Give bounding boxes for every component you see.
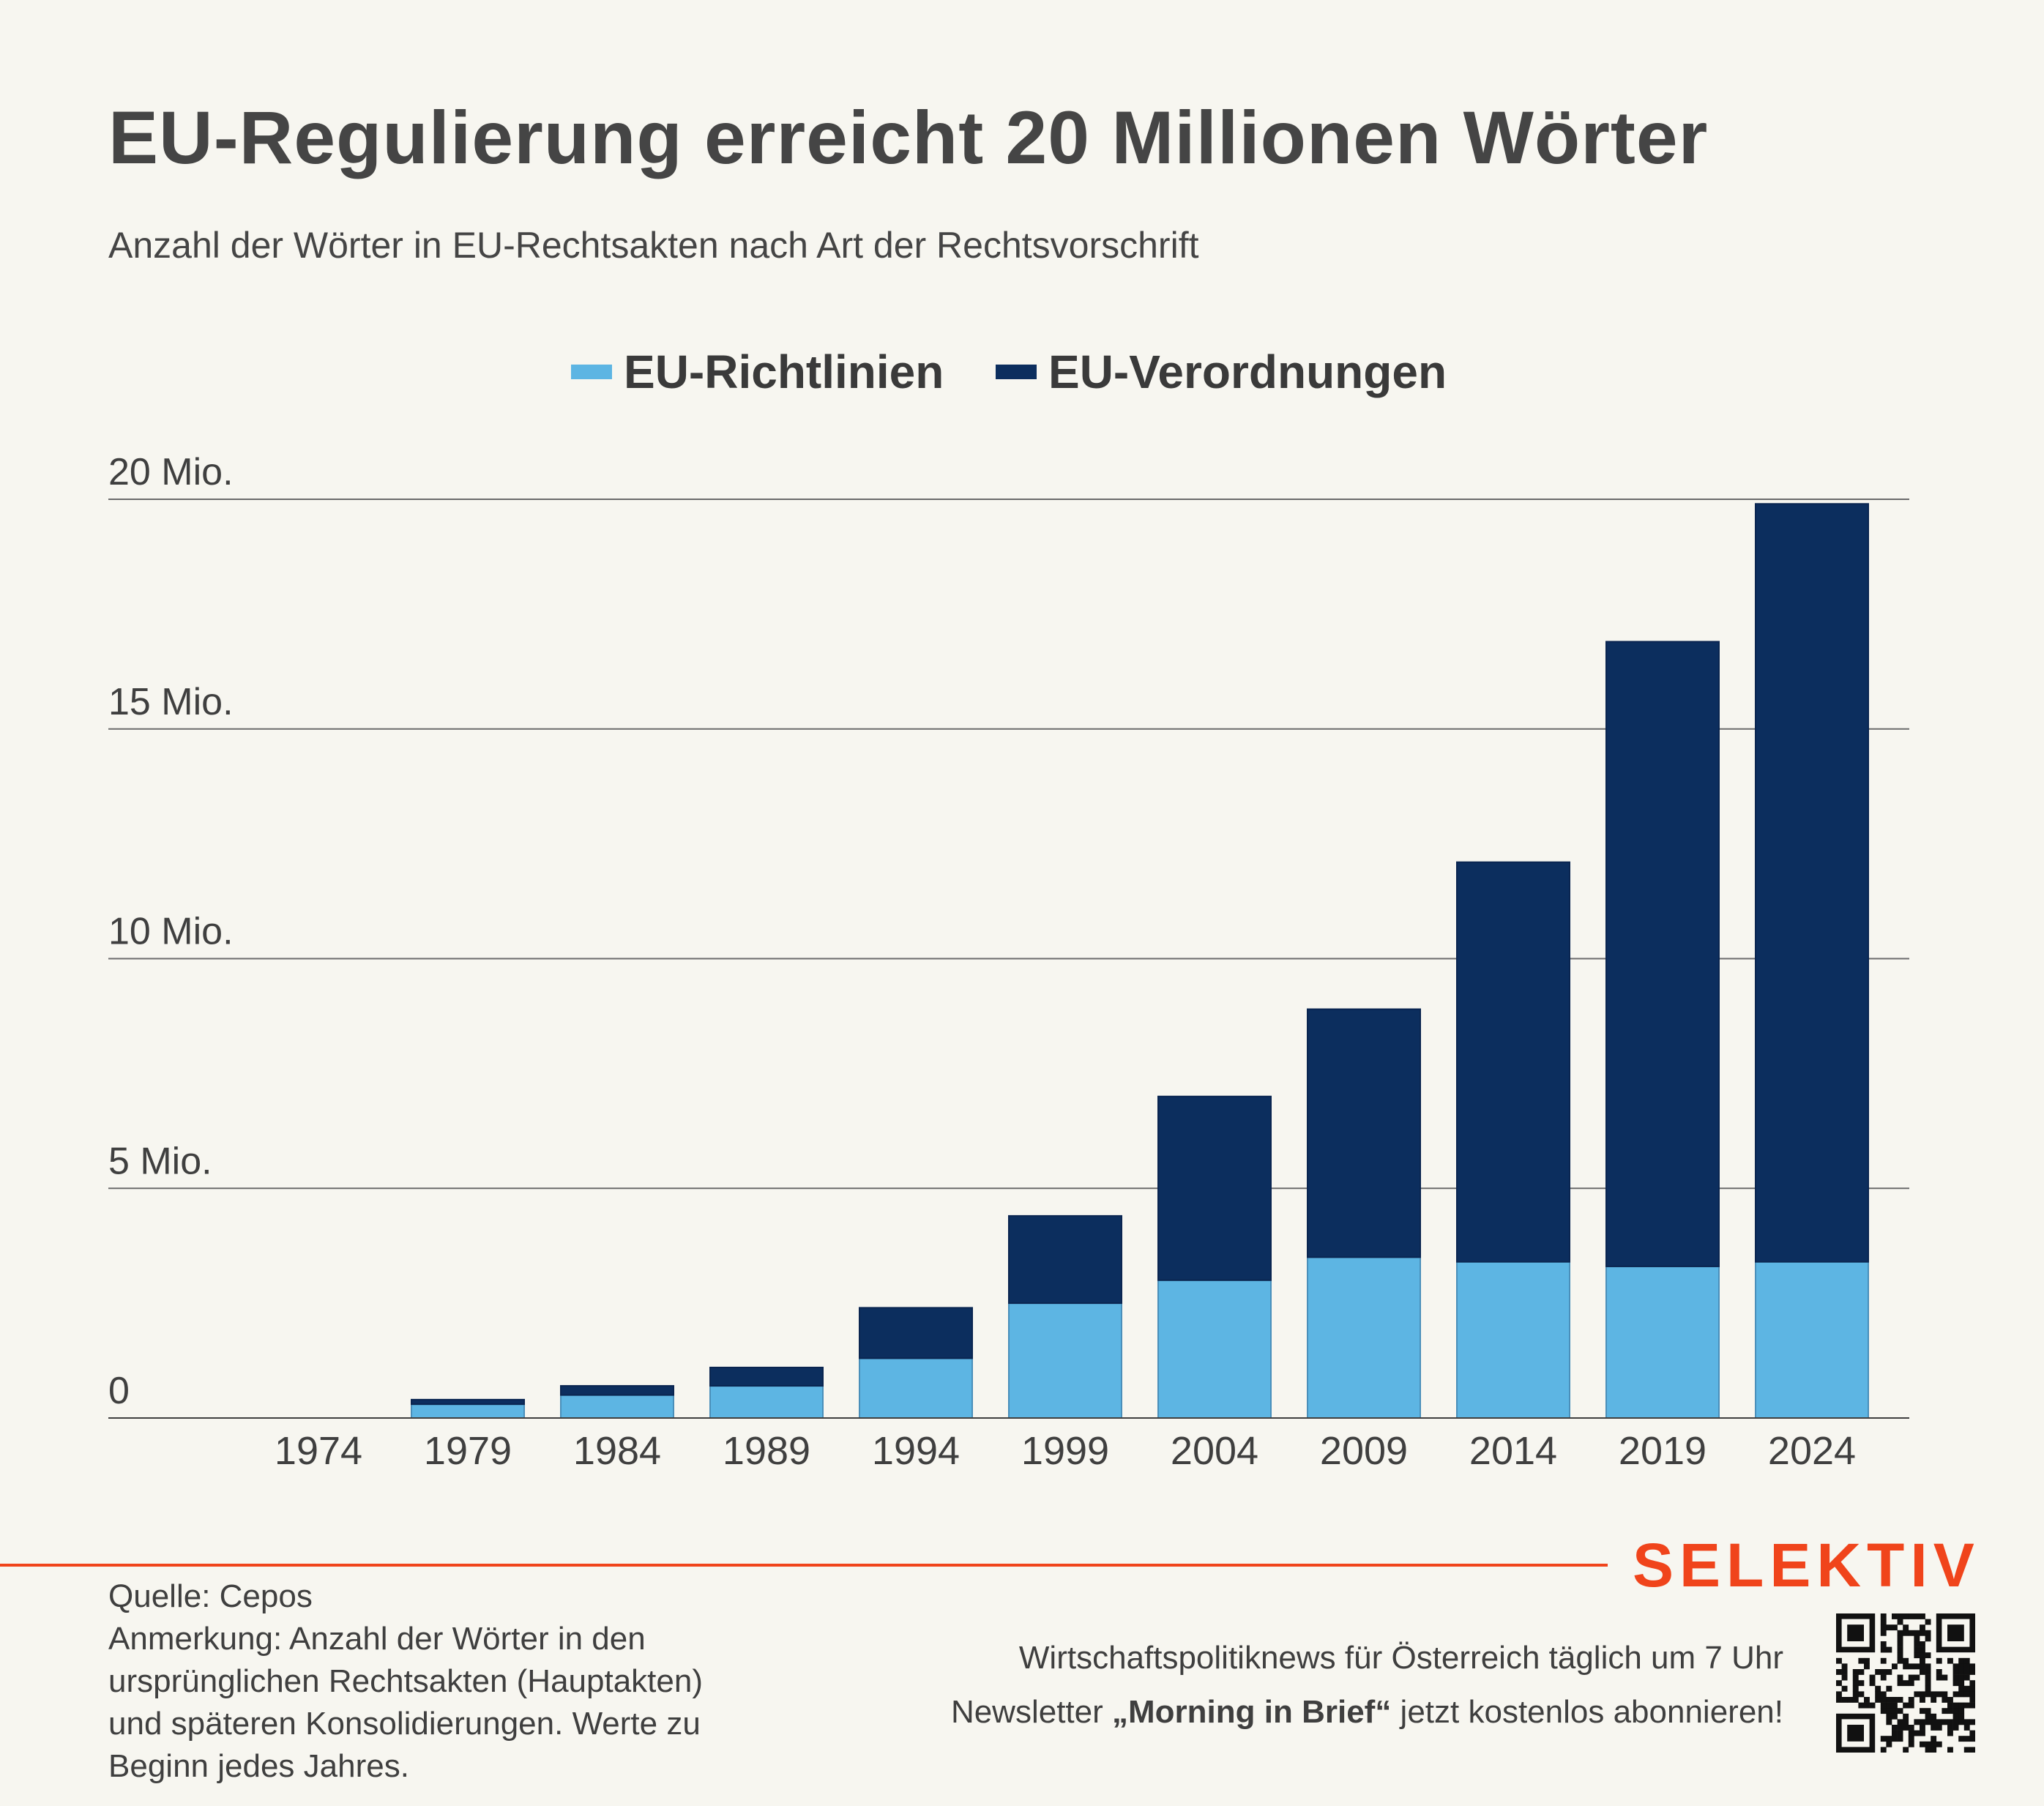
- legend-label: EU-Verordnungen: [1048, 346, 1447, 398]
- note-line: Beginn jedes Jahres.: [108, 1748, 409, 1784]
- bar-segment-richtlinien: [709, 1385, 824, 1419]
- y-tick-label: 5 Mio.: [108, 1140, 212, 1182]
- bar-segment-richtlinien: [859, 1357, 973, 1419]
- stacked-bar-chart: EU-Richtlinien EU-Verordnungen 0 5 Mio. 10 M…: [108, 346, 1909, 1473]
- x-tick-label: 1999: [1021, 1429, 1109, 1473]
- footer-notes: Quelle: Cepos Anmerkung: Anzahl der Wört…: [108, 1575, 811, 1788]
- legend-swatch: [996, 365, 1037, 379]
- promo-line-2[interactable]: Newsletter „Morning in Brief“ jetzt kost…: [951, 1685, 1783, 1739]
- y-tick-label: 20 Mio.: [108, 451, 234, 493]
- bar-segment-richtlinien: [1157, 1279, 1272, 1419]
- x-tick-label: 1979: [424, 1429, 512, 1473]
- bar-segment-richtlinien: [1755, 1261, 1869, 1419]
- bar-segment-richtlinien: [1605, 1265, 1720, 1419]
- bar-segment-verordnungen: [1456, 861, 1570, 1263]
- bar-segment-verordnungen: [1307, 1008, 1421, 1258]
- bar-segment-richtlinien: [560, 1394, 674, 1419]
- bar-segment-verordnungen: [1605, 641, 1720, 1267]
- x-tick-label: 2014: [1469, 1429, 1557, 1473]
- bar-segment-verordnungen: [859, 1307, 973, 1359]
- promo-suffix: jetzt kostenlos abonnieren!: [1391, 1694, 1783, 1730]
- y-tick-label: 15 Mio.: [108, 681, 234, 723]
- x-tick-label: 2024: [1768, 1429, 1856, 1473]
- bar-segment-verordnungen: [709, 1366, 824, 1387]
- qr-code-icon[interactable]: [1836, 1613, 1975, 1753]
- x-tick-label: 1974: [275, 1429, 362, 1473]
- bar-segment-verordnungen: [411, 1398, 525, 1406]
- bar-segment-verordnungen: [1008, 1214, 1122, 1305]
- note-line: und späteren Konsolidierungen. Werte zu: [108, 1706, 701, 1742]
- x-tick-label: 1989: [723, 1429, 810, 1473]
- y-tick-label: 10 Mio.: [108, 911, 234, 953]
- note-line: Anmerkung: Anzahl der Wörter in den: [108, 1621, 646, 1657]
- bar-segment-richtlinien: [1307, 1256, 1421, 1419]
- chart-subtitle: Anzahl der Wörter in EU-Rechtsakten nach…: [108, 225, 1199, 266]
- promo-prefix: Newsletter: [950, 1694, 1113, 1730]
- legend-swatch: [571, 365, 612, 379]
- x-tick-label: 2009: [1320, 1429, 1408, 1473]
- bar-segment-richtlinien: [411, 1403, 525, 1419]
- brand-logo: SELEKTIV: [1633, 1531, 1980, 1600]
- bar-segment-verordnungen: [1755, 503, 1869, 1263]
- bar-segment-verordnungen: [1157, 1095, 1272, 1281]
- y-tick-label: 0: [108, 1370, 130, 1412]
- footer-divider: [0, 1564, 1608, 1567]
- x-tick-label: 2019: [1619, 1429, 1707, 1473]
- legend-label: EU-Richtlinien: [624, 346, 944, 398]
- note-line: ursprünglichen Rechtsakten (Hauptakten): [108, 1663, 704, 1699]
- chart-title: EU-Regulierung erreicht 20 Millionen Wör…: [108, 96, 1709, 179]
- promo-line-1: Wirtschaftspolitiknews für Österreich tä…: [1018, 1640, 1783, 1676]
- x-tick-label: 2004: [1171, 1429, 1258, 1473]
- x-tick-label: 1984: [573, 1429, 661, 1473]
- newsletter-name[interactable]: „Morning in Brief“: [1112, 1694, 1392, 1730]
- bar-segment-verordnungen: [560, 1385, 674, 1396]
- newsletter-promo: Wirtschaftspolitiknews für Österreich tä…: [951, 1631, 1783, 1739]
- source-text: Quelle: Cepos: [108, 1578, 313, 1614]
- bar-segment-richtlinien: [1456, 1261, 1570, 1419]
- x-tick-label: 1994: [872, 1429, 960, 1473]
- bar-segment-richtlinien: [1008, 1302, 1122, 1419]
